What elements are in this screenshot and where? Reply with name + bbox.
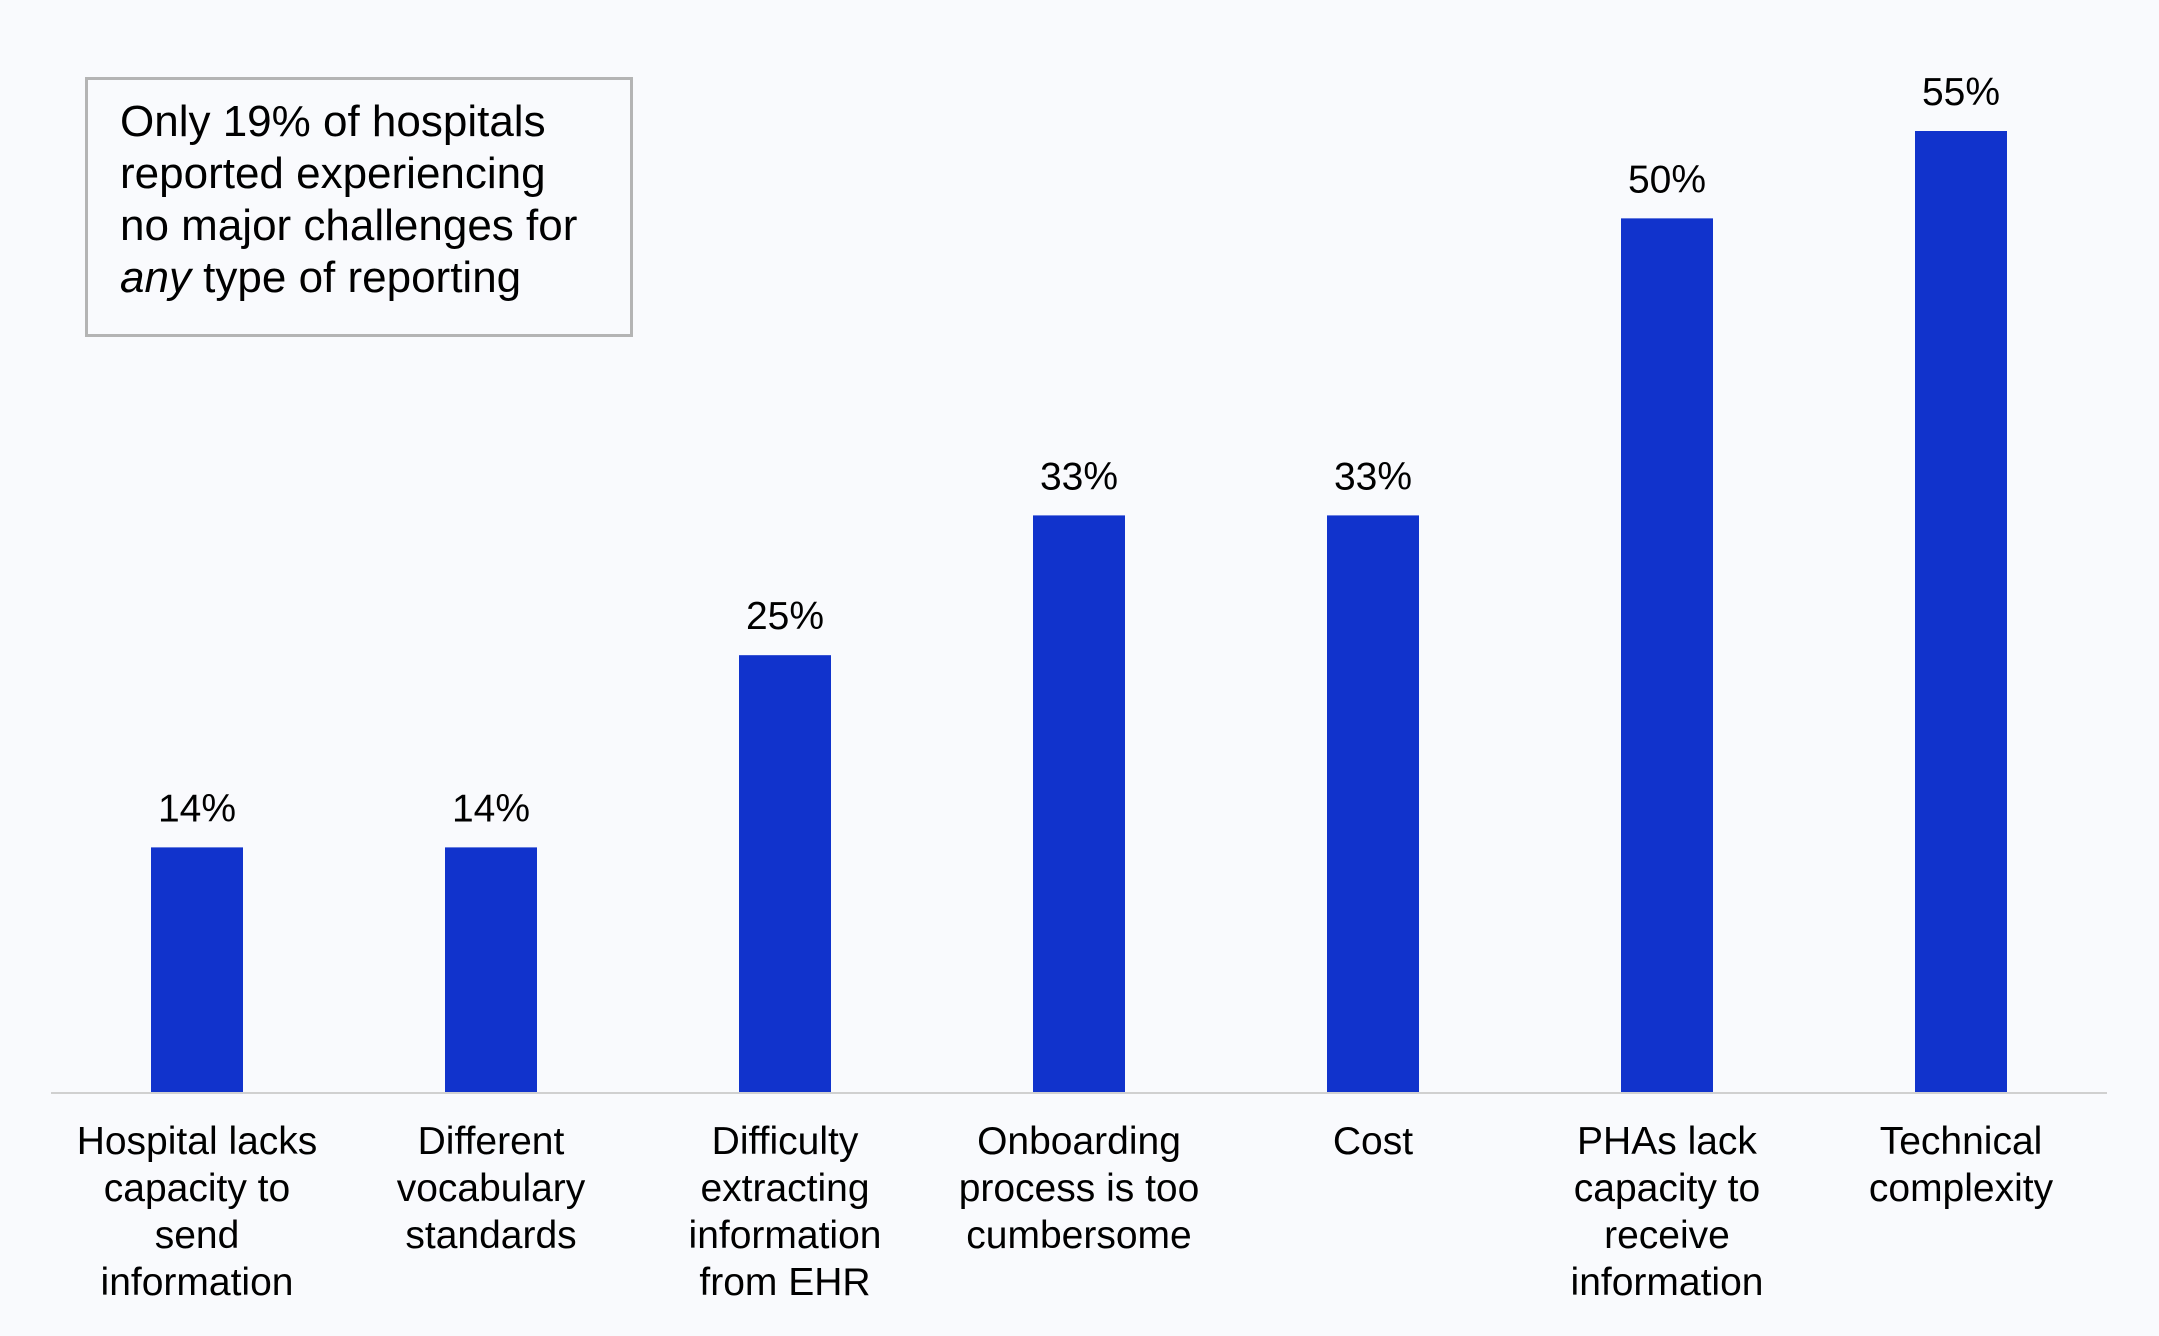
category-label: receive bbox=[1604, 1214, 1730, 1257]
value-label: 25% bbox=[746, 595, 824, 638]
annotation-line: any type of reporting bbox=[120, 252, 630, 304]
bar bbox=[445, 847, 537, 1092]
category-label: vocabulary bbox=[397, 1167, 586, 1210]
category-label: capacity to bbox=[104, 1167, 290, 1210]
value-label: 14% bbox=[452, 787, 530, 830]
bar bbox=[1033, 515, 1125, 1092]
category-label: standards bbox=[405, 1214, 576, 1257]
category-label: information bbox=[1571, 1261, 1764, 1304]
category-label: Technical bbox=[1880, 1120, 2043, 1163]
category-label: extracting bbox=[700, 1167, 869, 1210]
category-label: from EHR bbox=[699, 1261, 870, 1304]
annotation-box: Only 19% of hospitals reported experienc… bbox=[85, 77, 633, 337]
value-label: 33% bbox=[1040, 455, 1118, 498]
bar bbox=[1915, 131, 2007, 1092]
bar bbox=[1327, 515, 1419, 1092]
annotation-text: type of reporting bbox=[190, 253, 522, 302]
annotation-line: reported experiencing bbox=[120, 149, 546, 198]
category-label: Difficulty bbox=[712, 1120, 859, 1163]
value-label: 33% bbox=[1334, 455, 1412, 498]
category-label: Cost bbox=[1333, 1120, 1413, 1163]
category-label: information bbox=[101, 1261, 294, 1304]
bar bbox=[1621, 218, 1713, 1092]
value-label: 55% bbox=[1922, 71, 2000, 114]
annotation-line: no major challenges for bbox=[120, 201, 578, 250]
bar bbox=[739, 655, 831, 1092]
value-label: 50% bbox=[1628, 158, 1706, 201]
category-label: send bbox=[155, 1214, 240, 1257]
category-label: Hospital lacks bbox=[77, 1120, 318, 1163]
category-label: cumbersome bbox=[966, 1214, 1191, 1257]
category-label: complexity bbox=[1869, 1167, 2054, 1210]
category-label: process is too bbox=[959, 1167, 1200, 1210]
category-label: Different bbox=[418, 1120, 565, 1163]
value-label: 14% bbox=[158, 787, 236, 830]
bar bbox=[151, 847, 243, 1092]
annotation-emphasis: any bbox=[120, 253, 191, 302]
category-label: capacity to bbox=[1574, 1167, 1760, 1210]
category-label: PHAs lack bbox=[1577, 1120, 1757, 1163]
category-label: Onboarding bbox=[977, 1120, 1181, 1163]
category-label: information bbox=[689, 1214, 882, 1257]
annotation-line: Only 19% of hospitals bbox=[120, 97, 546, 146]
